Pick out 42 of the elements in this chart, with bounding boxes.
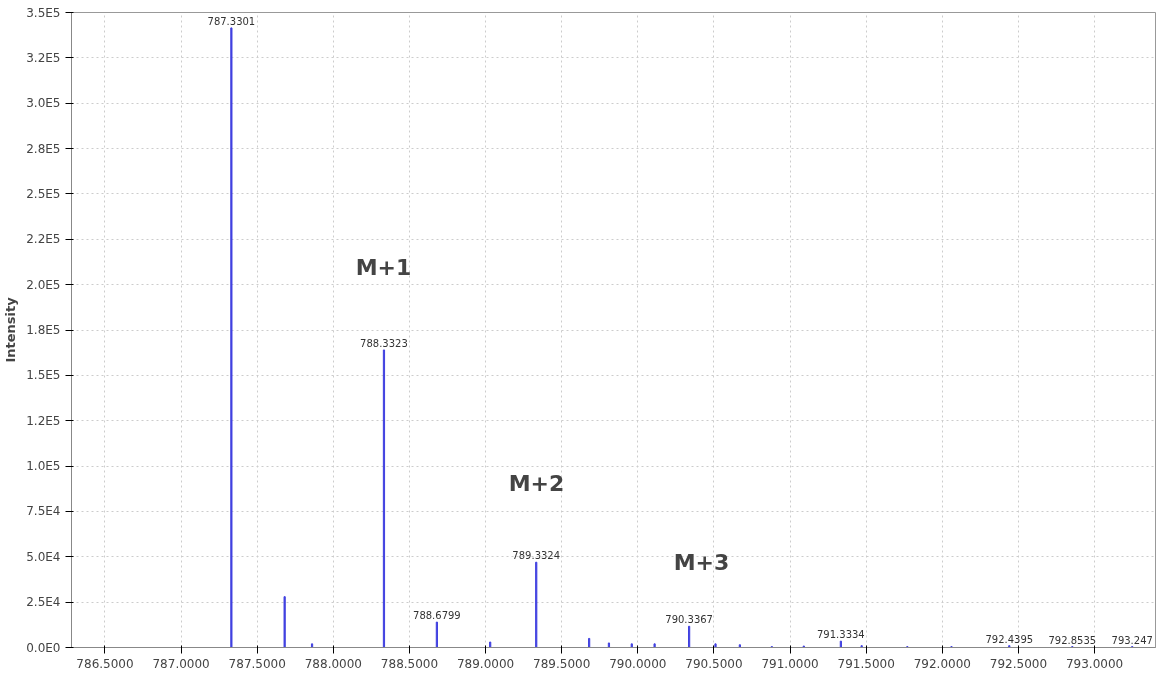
annotation: 790.3367 [665,614,713,626]
y-tick-label: 2.8E5 [26,141,61,156]
y-tick-label: 2.5E5 [26,186,61,201]
annotation: 792.4395 [985,633,1034,645]
y-tick-label: 2.5E4 [26,595,61,610]
x-tick-label: 788.0000 [304,656,362,671]
annotation: 793.247 [1111,634,1153,646]
x-tick-label: 790.0000 [609,656,667,671]
annotation: 788.6799 [413,610,461,622]
x-tick-label: 792.5000 [989,656,1048,671]
y-tick-label: 3.0E5 [26,96,61,111]
x-tick-label: 789.5000 [533,656,591,671]
x-tick-label: 791.5000 [837,656,895,671]
annotation: M+3 [673,550,730,575]
annotation: 787.3301 [207,15,256,27]
y-tick-label: 3.2E5 [26,50,61,65]
y-tick-label: 1.2E5 [26,413,61,428]
y-tick-label: 5.0E4 [26,549,61,564]
y-tick-label: 0.0E0 [26,640,61,655]
y-tick-label: 1.0E5 [26,459,61,474]
y-tick-label: 3.5E5 [26,5,61,20]
annotation: 788.3323 [360,337,408,349]
y-axis-title: Intensity [3,296,19,363]
x-tick-label: 790.5000 [685,656,743,671]
annotation: 792.8535 [1048,634,1097,646]
annotation: M+1 [355,255,412,280]
annotation: 789.3324 [512,550,561,562]
x-tick-label: 789.0000 [456,656,515,671]
y-tick-label: 7.5E4 [26,504,61,519]
x-tick-label: 787.0000 [152,656,210,671]
x-tick-label: 793.0000 [1065,656,1124,671]
x-tick-label: 787.5000 [228,656,286,671]
x-tick-label: 788.5000 [380,656,439,671]
x-tick-label: 792.0000 [913,656,971,671]
y-tick-label: 1.8E5 [26,323,61,337]
annotation: M+2 [508,471,565,496]
y-tick-label: 1.5E5 [26,368,61,383]
y-tick-label: 2.2E5 [26,232,61,247]
annotation: 791.3334 [817,629,865,641]
y-tick-label: 2.0E5 [26,277,61,292]
x-tick-label: 786.5000 [76,656,134,671]
x-tick-label: 791.0000 [761,656,819,671]
